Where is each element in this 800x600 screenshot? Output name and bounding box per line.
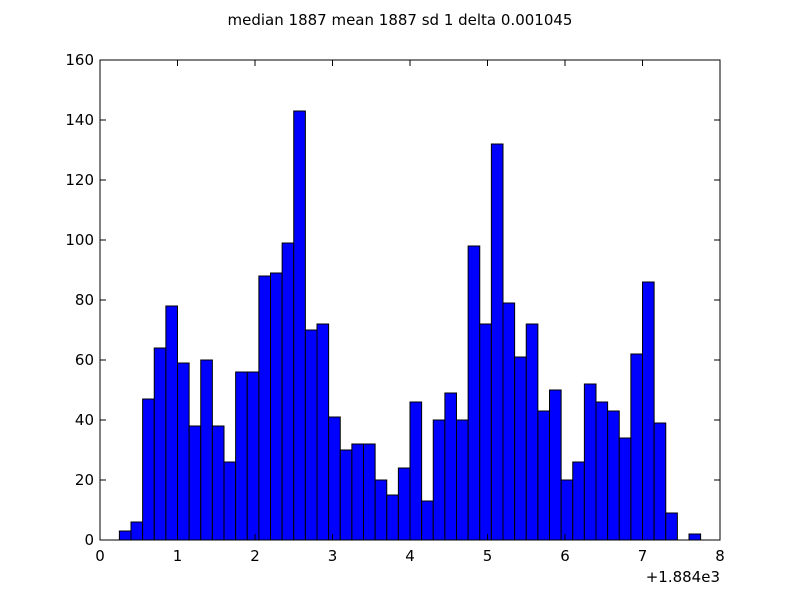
x-tick-label: 3 [328, 547, 338, 565]
y-tick-label: 60 [75, 351, 94, 369]
histogram-bar [165, 305, 178, 541]
y-tick-label: 160 [65, 51, 94, 69]
y-tick-label: 40 [75, 411, 94, 429]
x-tick-label: 1 [173, 547, 183, 565]
x-tick-label: 4 [405, 547, 415, 565]
histogram-bar [525, 323, 539, 541]
histogram-bar [467, 245, 481, 541]
histogram-bar [409, 401, 423, 541]
histogram-bar [339, 449, 353, 541]
histogram-bar [142, 398, 155, 541]
y-tick-label: 0 [84, 531, 94, 549]
histogram-bar [549, 389, 562, 541]
x-tick-label: 2 [250, 547, 260, 565]
histogram-bar [246, 371, 260, 541]
x-axis-offset-label: +1.884e3 [646, 568, 720, 586]
histogram-bar [665, 512, 678, 541]
histogram-bar [153, 347, 167, 541]
y-tick-label: 140 [65, 111, 94, 129]
y-tick-label: 120 [65, 171, 94, 189]
histogram-bar [270, 272, 283, 541]
histogram-bar [490, 143, 504, 541]
histogram-bar [444, 392, 457, 541]
histogram-bar [421, 500, 434, 541]
x-tick-label: 7 [638, 547, 648, 565]
histogram-bar [258, 275, 271, 541]
histogram-bar [514, 356, 527, 541]
histogram-bar [397, 467, 411, 541]
histogram-bar [572, 461, 585, 541]
histogram-bar [386, 494, 399, 541]
histogram-bar [618, 437, 632, 541]
histogram-bar [456, 419, 469, 541]
histogram-bar [211, 425, 225, 541]
histogram-bar [630, 353, 643, 541]
histogram-bar [595, 401, 609, 541]
x-tick-label: 8 [715, 547, 725, 565]
histogram-bar [328, 416, 341, 541]
histogram-bar [607, 410, 620, 541]
histogram-bar [293, 110, 306, 541]
y-tick-label: 80 [75, 291, 94, 309]
y-tick-label: 20 [75, 471, 94, 489]
chart-title: median 1887 mean 1887 sd 1 delta 0.00104… [228, 11, 573, 29]
histogram-bar [537, 410, 550, 541]
histogram-bar [432, 419, 446, 541]
histogram-bar [235, 371, 248, 541]
histogram-bar [130, 521, 144, 541]
histogram-bar [223, 461, 237, 541]
bars-group [118, 110, 702, 541]
histogram-bar [583, 383, 597, 541]
x-tick-label: 6 [560, 547, 570, 565]
histogram-bar [304, 329, 318, 541]
y-tick-label: 100 [65, 231, 94, 249]
histogram-bar [316, 323, 330, 541]
x-tick-label: 0 [95, 547, 105, 565]
histogram-bar [188, 425, 202, 541]
histogram-bar [560, 479, 574, 541]
histogram-bar [502, 302, 516, 541]
histogram-bar [479, 323, 492, 541]
plot-frame [99, 59, 721, 541]
histogram-bar [642, 281, 655, 541]
histogram-bar [363, 443, 376, 541]
x-tick-label: 5 [483, 547, 493, 565]
histogram-bar [281, 242, 295, 541]
histogram-bar [177, 362, 190, 541]
histogram-bar [351, 443, 364, 541]
histogram-bar [374, 479, 388, 541]
histogram-bar [653, 422, 667, 541]
histogram-bar [688, 533, 702, 541]
histogram-bar [200, 359, 213, 541]
histogram-bar [118, 530, 132, 541]
